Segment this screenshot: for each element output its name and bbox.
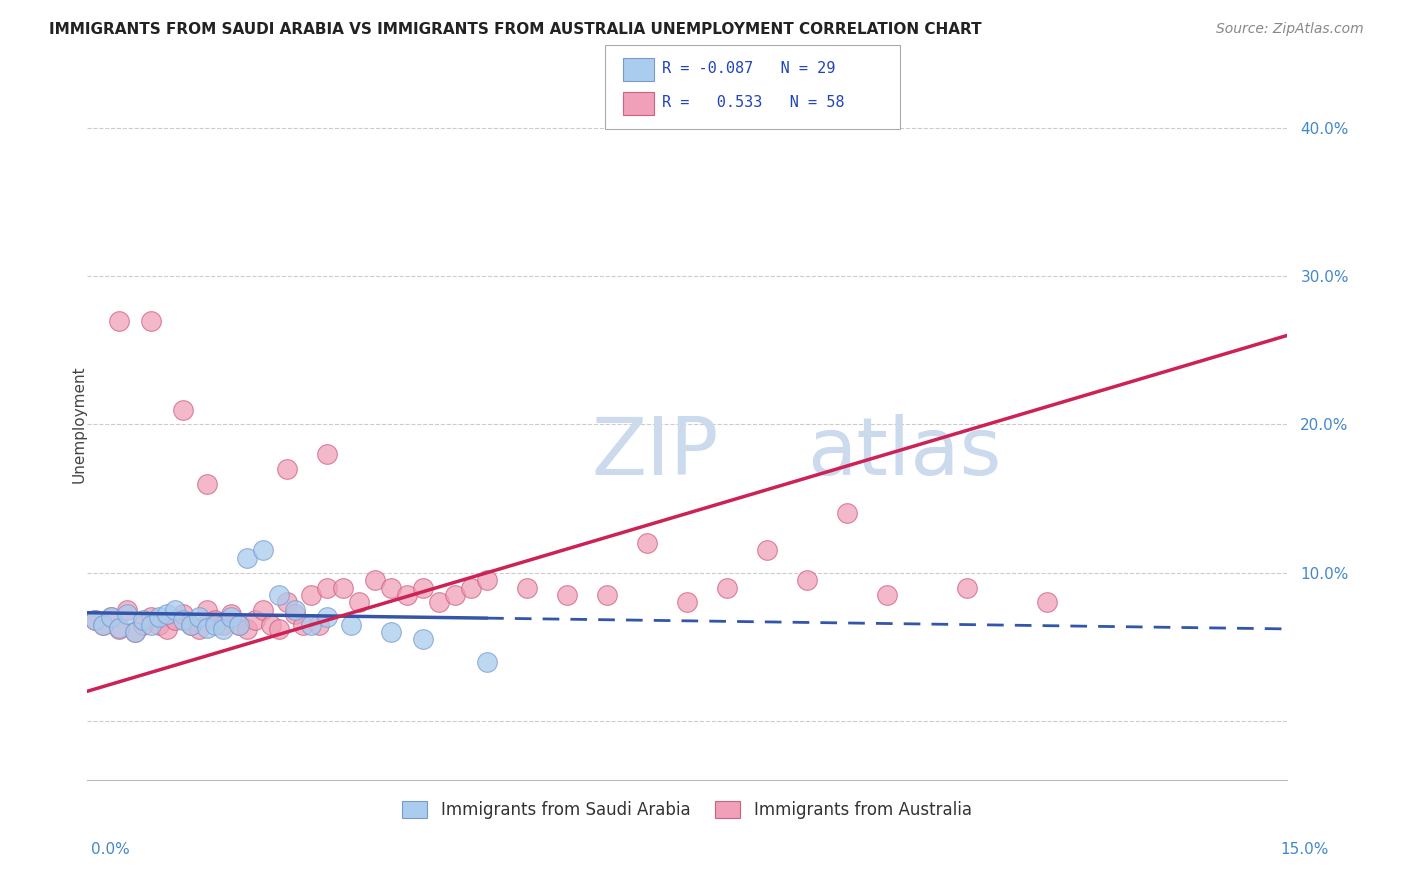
Point: [796, 573, 818, 587]
Text: IMMIGRANTS FROM SAUDI ARABIA VS IMMIGRANTS FROM AUSTRALIA UNEMPLOYMENT CORRELATI: IMMIGRANTS FROM SAUDI ARABIA VS IMMIGRAN…: [49, 22, 981, 37]
Point: [364, 573, 387, 587]
Point: [172, 402, 194, 417]
Text: Source: ZipAtlas.com: Source: ZipAtlas.com: [1216, 22, 1364, 37]
Point: [475, 573, 498, 587]
Point: [84, 613, 107, 627]
Point: [148, 610, 170, 624]
Point: [132, 617, 155, 632]
Point: [84, 613, 107, 627]
Point: [756, 543, 779, 558]
Point: [156, 607, 179, 622]
Point: [236, 550, 259, 565]
Point: [100, 610, 122, 624]
Text: 0.0%: 0.0%: [91, 842, 131, 856]
Text: atlas: atlas: [807, 414, 1001, 491]
Point: [284, 603, 307, 617]
Point: [284, 607, 307, 622]
Point: [596, 588, 619, 602]
Text: R =   0.533   N = 58: R = 0.533 N = 58: [662, 95, 845, 110]
Point: [156, 622, 179, 636]
Point: [460, 581, 482, 595]
Point: [236, 622, 259, 636]
Point: [340, 617, 363, 632]
Point: [172, 613, 194, 627]
Point: [124, 625, 146, 640]
Point: [716, 581, 738, 595]
Point: [252, 543, 274, 558]
Point: [139, 617, 162, 632]
Point: [132, 613, 155, 627]
Point: [316, 447, 339, 461]
Point: [412, 581, 434, 595]
Point: [195, 621, 218, 635]
Point: [100, 610, 122, 624]
Point: [252, 603, 274, 617]
Point: [108, 622, 131, 636]
Text: R = -0.087   N = 29: R = -0.087 N = 29: [662, 62, 835, 76]
Point: [316, 610, 339, 624]
Y-axis label: Unemployment: Unemployment: [72, 366, 86, 483]
Point: [212, 622, 235, 636]
Point: [195, 603, 218, 617]
Point: [1036, 595, 1059, 609]
Point: [396, 588, 419, 602]
Point: [139, 313, 162, 327]
Point: [148, 617, 170, 632]
Point: [115, 607, 138, 622]
Point: [212, 617, 235, 632]
Point: [228, 617, 250, 632]
Point: [260, 617, 283, 632]
Legend: Immigrants from Saudi Arabia, Immigrants from Australia: Immigrants from Saudi Arabia, Immigrants…: [395, 794, 979, 825]
Point: [299, 588, 322, 602]
Point: [516, 581, 538, 595]
Point: [267, 588, 290, 602]
Point: [316, 581, 339, 595]
Point: [228, 617, 250, 632]
Point: [276, 595, 298, 609]
Point: [172, 607, 194, 622]
Point: [835, 507, 858, 521]
Point: [412, 632, 434, 647]
Point: [267, 622, 290, 636]
Point: [204, 613, 226, 627]
Point: [475, 655, 498, 669]
Point: [219, 607, 242, 622]
Point: [108, 313, 131, 327]
Point: [124, 625, 146, 640]
Point: [332, 581, 354, 595]
Point: [219, 610, 242, 624]
Point: [380, 581, 402, 595]
Point: [427, 595, 450, 609]
Point: [91, 617, 114, 632]
Point: [308, 617, 330, 632]
Point: [276, 462, 298, 476]
Point: [115, 603, 138, 617]
Point: [299, 617, 322, 632]
Point: [204, 617, 226, 632]
Point: [195, 476, 218, 491]
Point: [180, 617, 202, 632]
Point: [91, 617, 114, 632]
Point: [444, 588, 467, 602]
Point: [165, 603, 187, 617]
Point: [180, 617, 202, 632]
Point: [165, 613, 187, 627]
Text: 15.0%: 15.0%: [1281, 842, 1329, 856]
Point: [876, 588, 898, 602]
Point: [108, 621, 131, 635]
Point: [188, 610, 211, 624]
Point: [292, 617, 315, 632]
Point: [636, 536, 658, 550]
Point: [380, 625, 402, 640]
Text: ZIP: ZIP: [591, 414, 718, 491]
Point: [676, 595, 699, 609]
Point: [188, 622, 211, 636]
Point: [347, 595, 370, 609]
Point: [555, 588, 578, 602]
Point: [956, 581, 979, 595]
Point: [139, 610, 162, 624]
Point: [243, 613, 266, 627]
